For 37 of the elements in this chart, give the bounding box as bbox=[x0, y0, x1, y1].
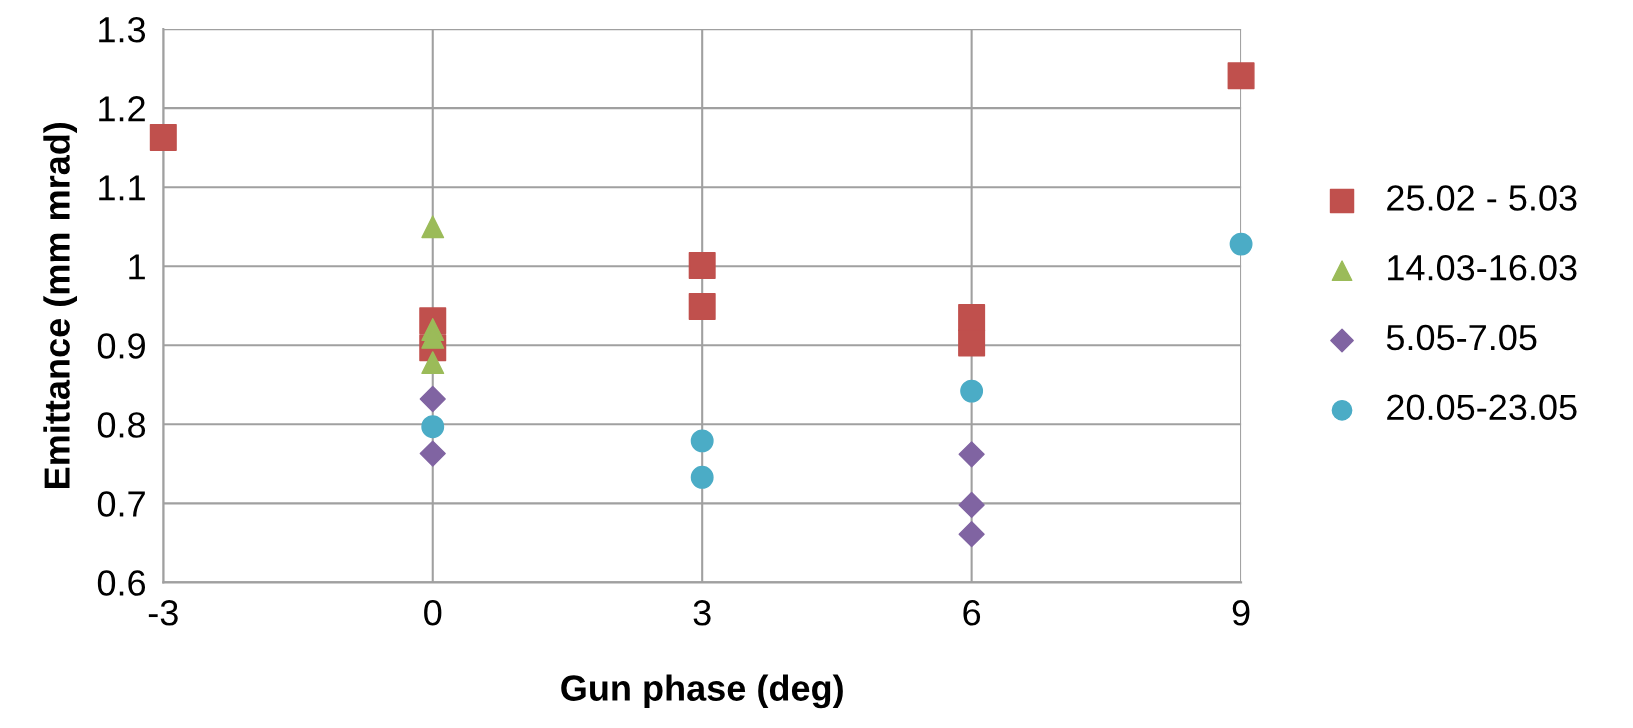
point bbox=[421, 351, 445, 375]
y-tick-label: 1.2 bbox=[99, 96, 145, 122]
legend-label: 25.02 - 5.03 bbox=[1387, 185, 1577, 211]
y-tick-label: 0.8 bbox=[97, 412, 146, 438]
y-tick-label: 1.1 bbox=[99, 175, 145, 201]
legend-label: 5.05-7.05 bbox=[1386, 324, 1537, 351]
point bbox=[149, 123, 177, 151]
y-tick-label: 1 bbox=[129, 254, 145, 280]
y-tick-label: 0.7 bbox=[97, 491, 145, 517]
point bbox=[690, 429, 714, 453]
x-axis-title: Gun phase (deg) bbox=[561, 674, 843, 709]
y-tick-label: 0.6 bbox=[97, 570, 146, 596]
point bbox=[958, 329, 986, 357]
point bbox=[958, 441, 985, 468]
point bbox=[421, 415, 445, 439]
y-tick-label: 0.9 bbox=[97, 333, 145, 359]
point bbox=[688, 293, 716, 321]
point bbox=[1229, 232, 1253, 256]
x-tick-label: 0 bbox=[424, 600, 442, 626]
point bbox=[419, 440, 446, 467]
x-tick-label: -3 bbox=[148, 600, 178, 626]
legend-label: 14.03-16.03 bbox=[1388, 255, 1577, 281]
point bbox=[960, 379, 984, 403]
point bbox=[958, 304, 986, 332]
x-tick-label: 9 bbox=[1232, 600, 1250, 626]
point bbox=[690, 465, 714, 489]
x-tick-label: 3 bbox=[693, 600, 711, 626]
point bbox=[1227, 62, 1255, 90]
point bbox=[419, 385, 446, 413]
point bbox=[688, 251, 716, 279]
legend-label: 20.05-23.05 bbox=[1387, 394, 1577, 421]
x-tick-label: 6 bbox=[963, 600, 981, 626]
y-axis-title: Emittance (mm mrad) bbox=[43, 122, 77, 488]
point bbox=[958, 491, 985, 519]
point bbox=[421, 215, 445, 239]
y-tick-label: 1.3 bbox=[99, 16, 146, 43]
point bbox=[958, 521, 985, 548]
